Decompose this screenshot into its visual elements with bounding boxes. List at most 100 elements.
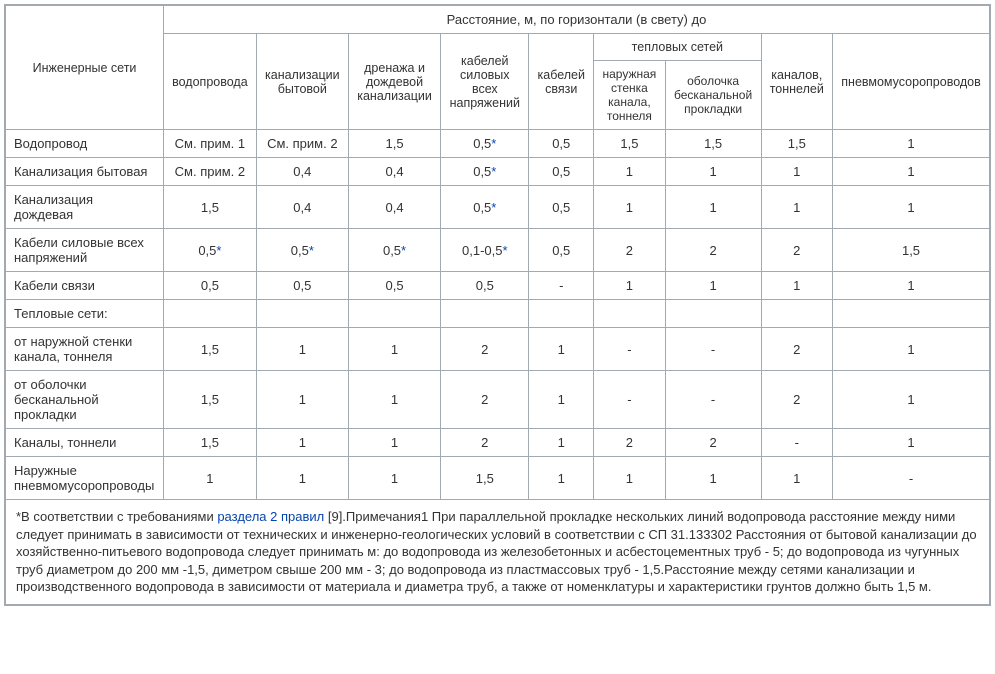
cell: 1 <box>529 371 594 429</box>
cell <box>348 300 440 328</box>
footnote-star-link[interactable]: * <box>309 243 314 258</box>
cell: 1 <box>761 457 833 500</box>
cell: 1,5 <box>761 130 833 158</box>
cell: 1,5 <box>164 186 257 229</box>
cell: - <box>594 328 666 371</box>
cell: 1 <box>594 457 666 500</box>
cell <box>833 300 990 328</box>
col-power: кабелей силовых всех напряжений <box>441 34 529 130</box>
cell: - <box>761 429 833 457</box>
cell: - <box>833 457 990 500</box>
cell <box>164 300 257 328</box>
cell <box>761 300 833 328</box>
cell: 1 <box>594 158 666 186</box>
footnote-star-link[interactable]: * <box>216 243 221 258</box>
cell: 1 <box>761 272 833 300</box>
table-row: Каналы, тоннели1,5112122-1 <box>5 429 990 457</box>
table-row: Канализация дождевая1,50,40,40,5*0,51111 <box>5 186 990 229</box>
row-label: Кабели связи <box>5 272 164 300</box>
cell: 1 <box>761 158 833 186</box>
cell: 1 <box>256 328 348 371</box>
cell <box>594 300 666 328</box>
cell: 1,5 <box>164 328 257 371</box>
cell: 0,5* <box>441 186 529 229</box>
footnote-star-link[interactable]: * <box>491 200 496 215</box>
cell: 1 <box>594 272 666 300</box>
cell: 1,5 <box>594 130 666 158</box>
table-row: Канализация бытоваяСм. прим. 20,40,40,5*… <box>5 158 990 186</box>
cell: - <box>665 371 761 429</box>
col-channels: каналов, тоннелей <box>761 34 833 130</box>
cell: 0,1-0,5* <box>441 229 529 272</box>
cell: См. прим. 2 <box>164 158 257 186</box>
table-body: ВодопроводСм. прим. 1См. прим. 21,50,5*0… <box>5 130 990 500</box>
row-label-header: Инженерные сети <box>5 5 164 130</box>
row-label: Канализация дождевая <box>5 186 164 229</box>
cell: 1,5 <box>833 229 990 272</box>
cell: 1 <box>348 328 440 371</box>
row-label: Кабели силовые всех напряжений <box>5 229 164 272</box>
cell: 2 <box>441 429 529 457</box>
cell: 1 <box>256 457 348 500</box>
cell: 2 <box>441 371 529 429</box>
cell: 0,5 <box>529 186 594 229</box>
footnote-cell: *В соответствии с требованиями раздела 2… <box>5 500 990 605</box>
col-sewer: канализации бытовой <box>256 34 348 130</box>
cell: 0,5 <box>441 272 529 300</box>
cell: 1 <box>761 186 833 229</box>
cell: 1 <box>833 158 990 186</box>
cell: 1 <box>594 186 666 229</box>
cell: 1,5 <box>441 457 529 500</box>
cell: 2 <box>761 328 833 371</box>
table-row: от оболочки бесканальной прокладки1,5112… <box>5 371 990 429</box>
footnote-star-link[interactable]: * <box>503 243 508 258</box>
cell: 2 <box>761 229 833 272</box>
cell: 1,5 <box>164 371 257 429</box>
cell: 0,5 <box>529 158 594 186</box>
cell: 0,5 <box>529 229 594 272</box>
cell: 1 <box>256 429 348 457</box>
footnote-row: *В соответствии с требованиями раздела 2… <box>5 500 990 605</box>
cell: - <box>529 272 594 300</box>
cell: 1 <box>665 186 761 229</box>
footnote-star-link[interactable]: * <box>401 243 406 258</box>
cell: 2 <box>594 429 666 457</box>
cell: 2 <box>665 429 761 457</box>
cell: 0,5 <box>348 272 440 300</box>
cell: 1 <box>665 457 761 500</box>
cell <box>665 300 761 328</box>
col-drain: дренажа и дождевой канализации <box>348 34 440 130</box>
cell: 1,5 <box>348 130 440 158</box>
cell: 0,5* <box>256 229 348 272</box>
cell: - <box>665 328 761 371</box>
footnote-star-link[interactable]: * <box>491 136 496 151</box>
table-row: Кабели связи0,50,50,50,5-1111 <box>5 272 990 300</box>
cell: 1 <box>833 186 990 229</box>
footnote-star-link[interactable]: * <box>491 164 496 179</box>
cell: См. прим. 1 <box>164 130 257 158</box>
table-row: Тепловые сети: <box>5 300 990 328</box>
cell: 2 <box>761 371 833 429</box>
cell: См. прим. 2 <box>256 130 348 158</box>
cell: 0,4 <box>348 158 440 186</box>
cell: 0,4 <box>348 186 440 229</box>
cell: 2 <box>441 328 529 371</box>
col-water: водопровода <box>164 34 257 130</box>
cell: 0,5 <box>164 272 257 300</box>
cell: 1 <box>833 328 990 371</box>
cell: 1 <box>833 429 990 457</box>
cell: 1 <box>164 457 257 500</box>
group-header: Расстояние, м, по горизонтали (в свету) … <box>164 5 990 34</box>
footnote-link[interactable]: раздела 2 правил <box>217 509 324 524</box>
cell: 1 <box>833 272 990 300</box>
row-label: Водопровод <box>5 130 164 158</box>
cell: 1 <box>529 429 594 457</box>
row-label: Наружные пневмомусоропроводы <box>5 457 164 500</box>
row-label: Канализация бытовая <box>5 158 164 186</box>
row-label: Каналы, тоннели <box>5 429 164 457</box>
cell: 0,5 <box>256 272 348 300</box>
col-heat-group: тепловых сетей <box>594 34 761 61</box>
cell: 0,5* <box>441 130 529 158</box>
header-row-1: Инженерные сети Расстояние, м, по горизо… <box>5 5 990 34</box>
cell <box>529 300 594 328</box>
